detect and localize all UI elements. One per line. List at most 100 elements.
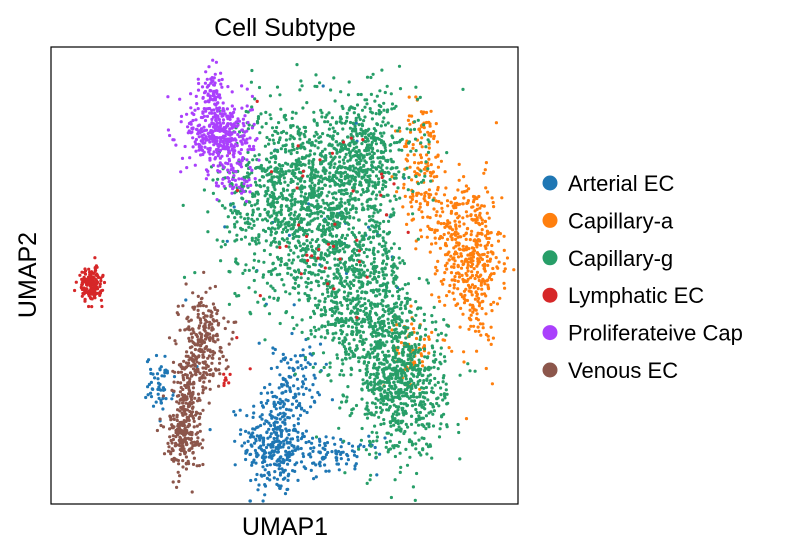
scatter-point (291, 124, 295, 128)
scatter-point (373, 181, 377, 185)
scatter-point (390, 397, 394, 402)
scatter-point (235, 124, 239, 129)
scatter-point (372, 206, 376, 210)
scatter-point (244, 109, 248, 114)
scatter-point (285, 230, 289, 234)
scatter-point (254, 183, 259, 187)
scatter-point (419, 228, 423, 232)
scatter-point (382, 422, 386, 426)
scatter-point (395, 317, 399, 321)
scatter-point (149, 395, 154, 399)
scatter-point (419, 141, 423, 145)
scatter-point (403, 363, 407, 367)
scatter-point (450, 349, 454, 353)
scatter-point (382, 372, 386, 376)
scatter-point (365, 364, 369, 368)
scatter-point (325, 441, 330, 445)
scatter-point (248, 165, 252, 170)
scatter-point (390, 175, 394, 179)
scatter-point (388, 404, 392, 409)
scatter-point (316, 216, 320, 220)
scatter-point (211, 178, 215, 182)
scatter-point (422, 347, 427, 351)
scatter-point (339, 266, 343, 270)
scatter-point (172, 375, 177, 379)
scatter-point (293, 230, 297, 235)
scatter-point (347, 352, 351, 356)
scatter-point (330, 292, 334, 296)
scatter-point (326, 320, 330, 324)
scatter-point (391, 207, 395, 211)
scatter-point (498, 296, 502, 300)
scatter-point (290, 402, 294, 406)
scatter-point (447, 231, 451, 235)
scatter-point (339, 174, 343, 178)
scatter-point (238, 408, 242, 412)
scatter-point (390, 331, 395, 336)
scatter-point (339, 282, 343, 286)
scatter-point (424, 160, 428, 164)
scatter-point (292, 189, 296, 193)
scatter-point (392, 305, 397, 310)
scatter-point (338, 257, 342, 261)
scatter-point (316, 256, 320, 260)
scatter-point (80, 287, 84, 292)
scatter-point (335, 458, 339, 462)
scatter-point (353, 321, 357, 326)
scatter-point (332, 146, 336, 150)
scatter-point (406, 354, 410, 358)
scatter-point (392, 387, 397, 391)
scatter-point (341, 342, 345, 346)
scatter-point (331, 227, 335, 231)
scatter-point (281, 352, 285, 356)
scatter-point (289, 152, 293, 156)
scatter-point (409, 440, 414, 444)
scatter-point (392, 281, 396, 285)
scatter-point (278, 417, 282, 421)
scatter-point (394, 377, 398, 381)
scatter-point (310, 248, 314, 252)
scatter-point (355, 455, 359, 459)
scatter-point (256, 300, 260, 304)
scatter-point (362, 309, 366, 313)
scatter-point (288, 388, 292, 392)
scatter-point (317, 450, 321, 454)
scatter-point (290, 449, 294, 453)
scatter-point (339, 203, 343, 207)
scatter-point (392, 106, 396, 110)
scatter-point (309, 315, 313, 319)
scatter-point (344, 152, 348, 156)
scatter-point (443, 359, 447, 363)
scatter-point (289, 177, 293, 181)
scatter-point (367, 133, 371, 138)
scatter-point (261, 273, 266, 277)
scatter-point (377, 165, 381, 169)
scatter-point (239, 215, 243, 219)
scatter-point (294, 278, 298, 282)
scatter-point (361, 330, 365, 334)
scatter-point (312, 399, 316, 403)
scatter-point (410, 357, 414, 361)
scatter-point (483, 282, 487, 286)
scatter-point (391, 294, 395, 298)
scatter-point (289, 248, 293, 252)
scatter-point (303, 185, 307, 189)
scatter-point (282, 411, 286, 415)
scatter-point (340, 121, 344, 125)
scatter-point (390, 334, 394, 339)
scatter-point (315, 227, 319, 231)
scatter-point (392, 380, 396, 384)
scatter-point (336, 249, 340, 253)
scatter-point (310, 143, 314, 147)
scatter-point (352, 251, 357, 255)
scatter-point (349, 373, 353, 377)
scatter-point (343, 220, 347, 224)
scatter-point (372, 324, 376, 328)
scatter-point (396, 345, 400, 349)
scatter-point (268, 94, 272, 98)
scatter-point (422, 424, 426, 428)
scatter-point (392, 176, 396, 180)
scatter-point (355, 238, 359, 242)
scatter-point (389, 246, 394, 250)
scatter-point (331, 126, 335, 130)
